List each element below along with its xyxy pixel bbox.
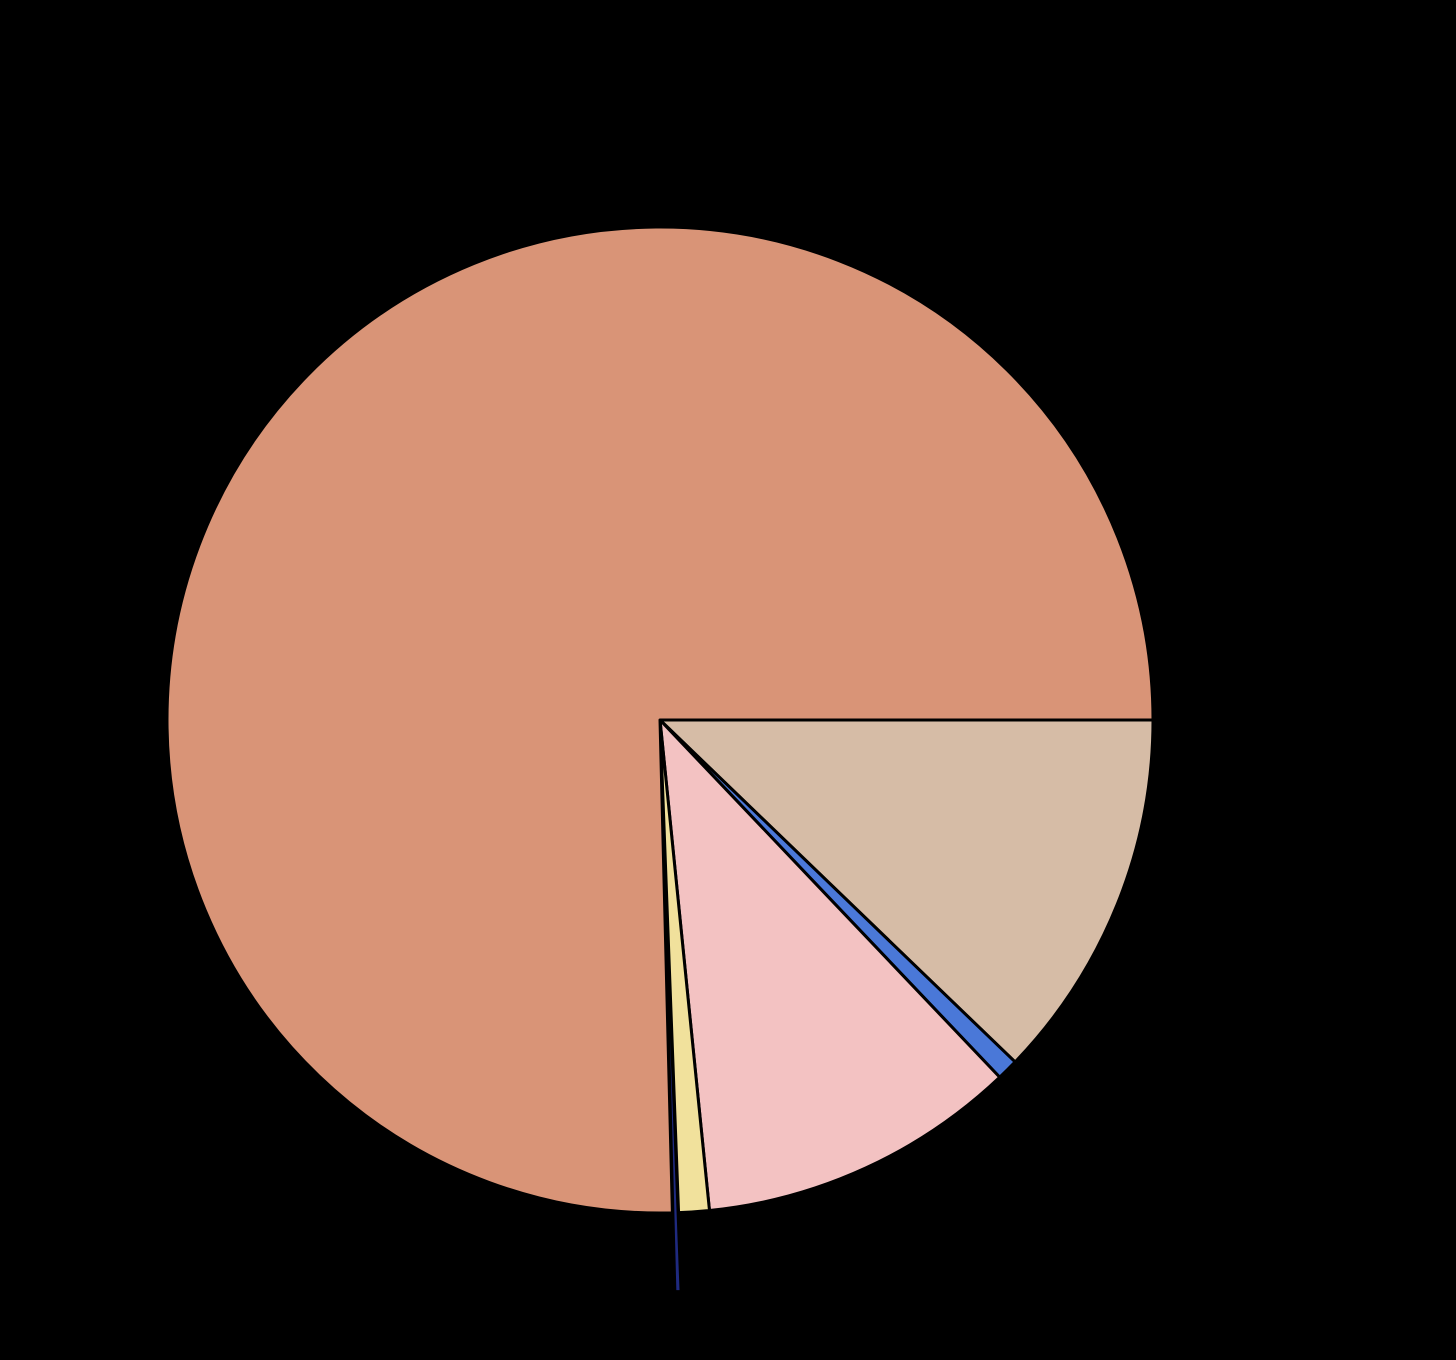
pie-slice [165,225,1155,1215]
pie-slice [658,718,1002,1213]
pie-slice [658,718,1155,1064]
pie-slice [660,797,683,1294]
